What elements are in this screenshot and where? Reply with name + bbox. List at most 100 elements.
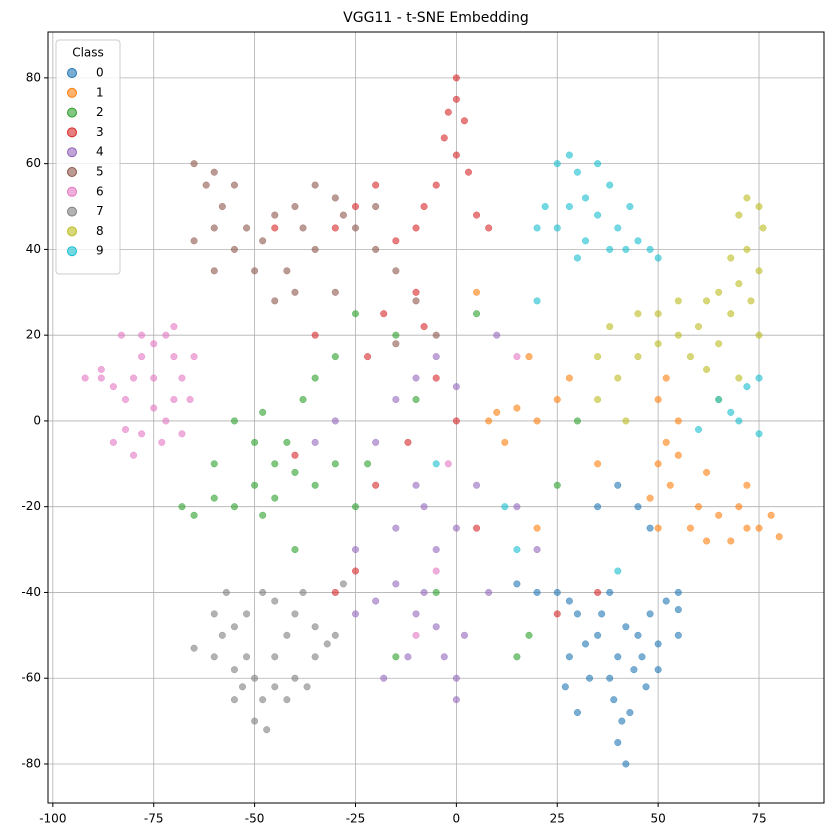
point [283, 267, 291, 275]
point [97, 365, 105, 374]
point [271, 211, 279, 219]
point [331, 631, 339, 639]
legend-marker [67, 127, 77, 138]
point [493, 331, 501, 339]
point [622, 623, 630, 631]
point [339, 211, 347, 219]
point [420, 503, 428, 511]
point [129, 451, 138, 459]
point [735, 503, 743, 511]
point [594, 503, 602, 511]
point [392, 653, 400, 661]
point [190, 237, 198, 245]
point [703, 468, 711, 476]
point [271, 460, 279, 468]
point [210, 267, 218, 275]
point [242, 224, 251, 232]
point [311, 481, 319, 489]
point [614, 374, 622, 382]
point [210, 494, 218, 502]
point [251, 717, 259, 725]
point [372, 181, 380, 189]
point [767, 511, 775, 519]
point [412, 481, 420, 489]
point [190, 353, 198, 361]
point [715, 395, 723, 404]
point [755, 374, 763, 382]
point [178, 374, 186, 382]
point [170, 323, 178, 331]
point [694, 503, 703, 511]
point [81, 374, 89, 382]
point [553, 160, 561, 168]
point [444, 108, 452, 116]
point [606, 323, 614, 331]
point [755, 524, 763, 532]
point [372, 202, 380, 211]
point [755, 430, 763, 438]
point [351, 310, 360, 318]
point [331, 588, 339, 597]
point [662, 438, 670, 446]
point [150, 404, 158, 412]
point [533, 524, 541, 532]
point [473, 310, 481, 318]
point [331, 194, 339, 202]
point [513, 353, 521, 361]
point [525, 631, 533, 639]
x-tick-label: -25 [346, 812, 366, 826]
point [392, 395, 400, 404]
point [654, 254, 662, 262]
point [271, 224, 279, 232]
x-tick-label: 25 [550, 812, 565, 826]
point [432, 588, 440, 597]
point [614, 653, 622, 661]
point [513, 653, 521, 661]
point [622, 760, 630, 768]
point [138, 331, 146, 339]
point [452, 696, 460, 704]
point [432, 353, 440, 361]
point [351, 224, 360, 232]
legend: Class 0 1 2 3 4 5 6 7 8 9 [55, 39, 121, 275]
point [230, 666, 238, 674]
point [190, 511, 198, 519]
point [251, 438, 259, 446]
point [743, 194, 751, 202]
point [162, 331, 170, 339]
point [452, 74, 460, 82]
point [150, 374, 158, 382]
point [271, 653, 279, 661]
y-tick-label: 40 [26, 242, 41, 256]
point [271, 683, 279, 691]
point [686, 353, 694, 361]
point [331, 460, 339, 468]
y-tick-label: -20 [21, 499, 41, 513]
point [594, 395, 602, 404]
point [117, 331, 125, 339]
legend-marker [67, 167, 77, 177]
point [541, 202, 549, 211]
x-tick-label: -75 [144, 812, 164, 826]
point [331, 288, 339, 296]
point [565, 202, 573, 211]
point [230, 696, 238, 704]
y-tick-label: 20 [26, 328, 41, 342]
point [743, 481, 751, 489]
point [392, 340, 400, 348]
point [339, 580, 347, 588]
point [674, 588, 682, 597]
point [311, 181, 319, 189]
point [351, 610, 360, 618]
point [594, 631, 602, 639]
point [727, 254, 735, 262]
point [230, 245, 238, 253]
point [485, 417, 493, 425]
point [618, 717, 626, 725]
point [452, 383, 460, 391]
point [412, 297, 420, 305]
point [299, 588, 307, 597]
point [622, 245, 630, 253]
point [242, 653, 251, 661]
point [662, 597, 670, 605]
